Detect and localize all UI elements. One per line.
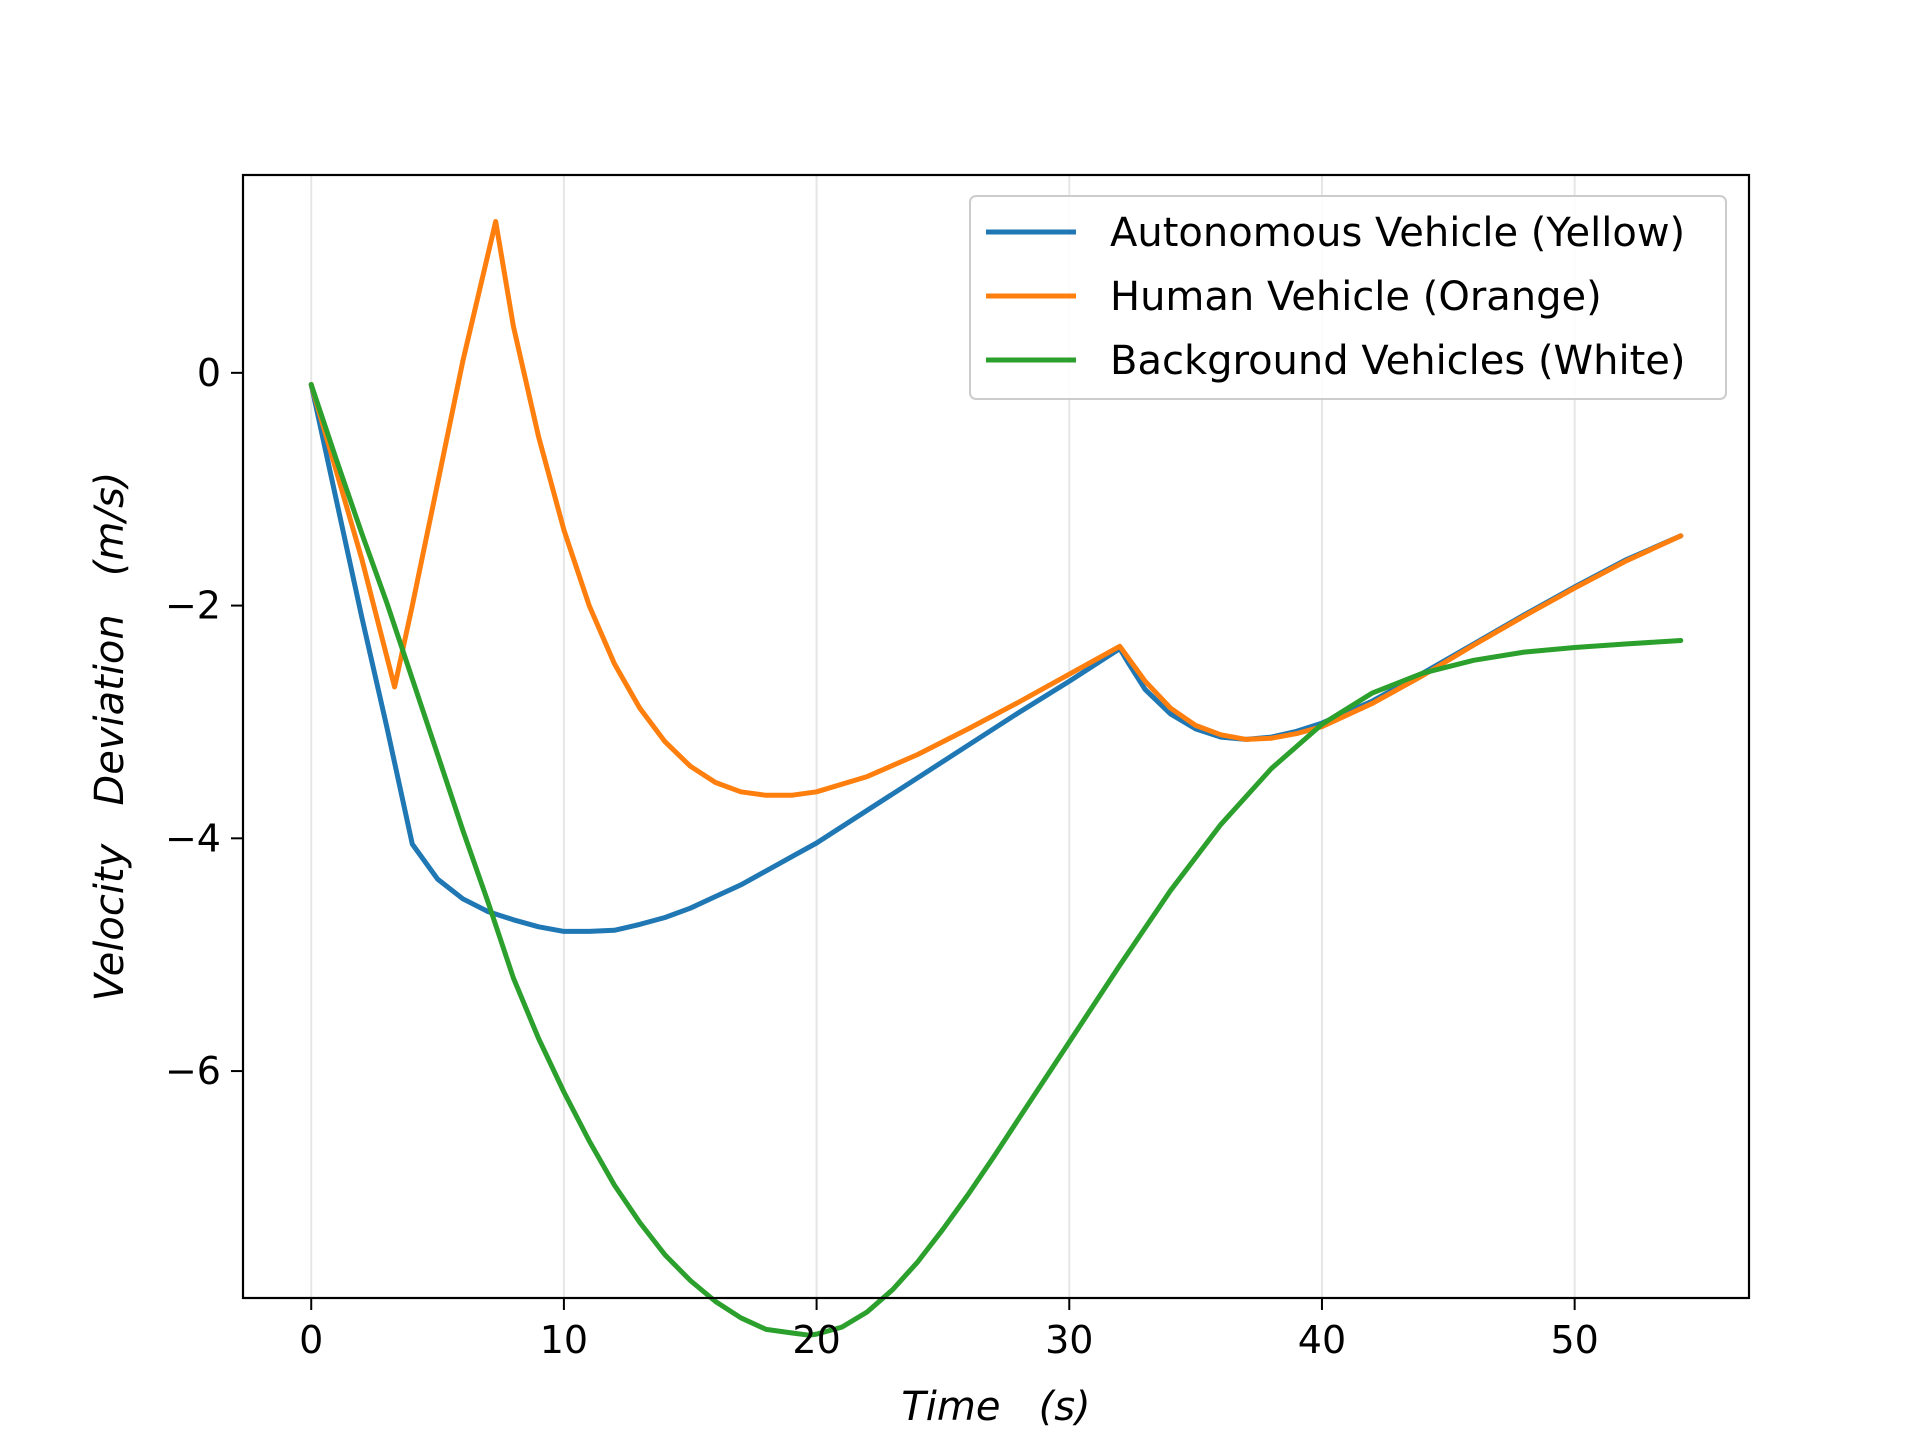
- x-tick-label-5: 50: [1550, 1318, 1598, 1362]
- series-line-2: [308, 382, 1684, 1338]
- y-axis-label: Velocity Deviation (m/s): [87, 472, 133, 1002]
- y-tick-label-2: −4: [165, 816, 221, 860]
- x-tick-label-0: 0: [299, 1318, 323, 1362]
- legend-label-2: Background Vehicles (White): [1110, 338, 1685, 384]
- y-tick-label-0: 0: [197, 351, 221, 395]
- series-lines: [308, 219, 1684, 1338]
- x-tick-label-1: 10: [540, 1318, 588, 1362]
- legend-label-1: Human Vehicle (Orange): [1110, 274, 1602, 320]
- axes-frame: [241, 173, 1751, 1300]
- legend-box: [969, 195, 1727, 400]
- x-tick-label-3: 30: [1045, 1318, 1093, 1362]
- series-line-1: [308, 219, 1684, 798]
- y-tick-label-3: −6: [165, 1049, 221, 1093]
- axis-ticks: 0 10 20 30 40 50 0 −2 −4 −6: [165, 351, 1599, 1362]
- legend-items: Autonomous Vehicle (Yellow) Human Vehicle…: [986, 210, 1685, 384]
- legend-label-0: Autonomous Vehicle (Yellow): [1110, 210, 1685, 256]
- legend: Autonomous Vehicle (Yellow) Human Vehicle…: [969, 195, 1727, 400]
- y-tick-label-1: −2: [165, 584, 221, 628]
- x-axis-label: Time (s): [901, 1384, 1090, 1430]
- x-tick-label-2: 20: [792, 1318, 840, 1362]
- x-tick-label-4: 40: [1298, 1318, 1346, 1362]
